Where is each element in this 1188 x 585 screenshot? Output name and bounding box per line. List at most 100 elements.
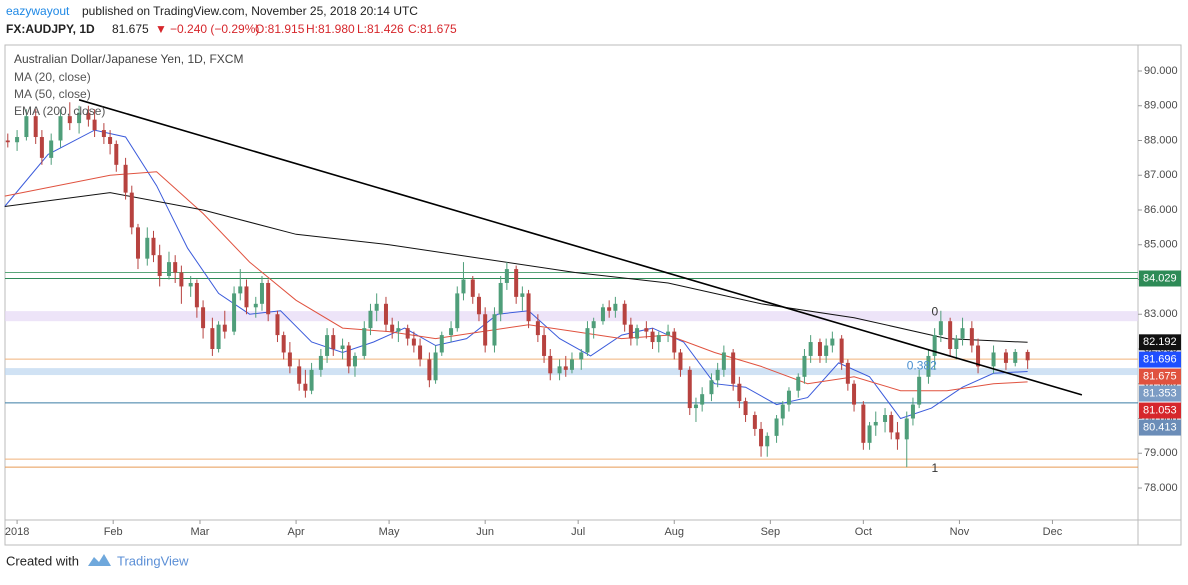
candle-body <box>77 112 82 124</box>
candle-body <box>904 418 909 440</box>
candle-body <box>108 137 113 144</box>
candle-body <box>461 279 466 294</box>
footer-brand[interactable]: TradingView <box>117 553 189 568</box>
candle-body <box>830 338 835 346</box>
y-tick-label: 85.000 <box>1144 239 1178 251</box>
candle-body <box>145 237 150 259</box>
candle-body <box>188 282 193 287</box>
candle-body <box>585 328 590 353</box>
symbol: FX:AUDJPY, 1D <box>6 22 95 36</box>
price-label: 81.675 <box>1139 368 1181 385</box>
candle-body <box>123 164 128 193</box>
candle-body <box>396 328 401 332</box>
x-tick-label: Feb <box>104 526 123 538</box>
candle-body <box>808 342 813 356</box>
candle-body <box>259 282 264 304</box>
candle-body <box>948 321 953 349</box>
last-price: 81.675 <box>112 22 149 36</box>
candle-body <box>678 352 683 370</box>
candle-body <box>622 303 627 325</box>
x-tick-label: Aug <box>664 526 684 538</box>
candle-body <box>817 342 822 356</box>
candle-body <box>889 415 894 433</box>
open: O:81.915 <box>255 22 305 36</box>
candle-body <box>222 324 227 332</box>
price-label-text: 81.675 <box>1143 370 1177 382</box>
candle-body <box>520 293 525 297</box>
candle-body <box>786 390 791 405</box>
candle-body <box>845 362 850 384</box>
candle-body <box>932 335 937 356</box>
candle-body <box>780 404 785 419</box>
candle-body <box>1025 351 1030 361</box>
candle-body <box>374 303 379 311</box>
candle-body <box>483 314 488 346</box>
price-label: 81.053 <box>1139 402 1181 419</box>
candle-body <box>33 116 38 138</box>
change: −0.240 (−0.29%) <box>170 22 259 36</box>
candle-body <box>628 324 633 339</box>
candle-body <box>991 352 996 367</box>
plot: 78.00079.00080.00081.00082.00083.00084.0… <box>4 52 1181 538</box>
x-tick-label: 2018 <box>5 526 29 538</box>
price-label: 80.413 <box>1139 419 1181 436</box>
candle-body <box>449 328 454 336</box>
candle-body <box>926 355 931 377</box>
candle-body <box>368 310 373 329</box>
candle-body <box>114 143 119 165</box>
candle-body <box>157 255 162 277</box>
x-tick-label: Dec <box>1043 526 1063 538</box>
frame <box>4 44 1182 546</box>
y-tick-label: 89.000 <box>1144 100 1178 112</box>
candle-body <box>275 314 280 336</box>
candle-body <box>470 279 475 297</box>
candle-body <box>867 425 872 443</box>
high: H:81.980 <box>306 22 355 36</box>
logo <box>88 554 111 566</box>
candle-body <box>504 269 509 283</box>
candle-body <box>731 352 736 384</box>
candle-body <box>650 331 655 343</box>
candle-body <box>721 352 726 370</box>
price-label-text: 81.353 <box>1143 387 1177 399</box>
candle-body <box>802 355 807 377</box>
legend-entry: MA (20, close) <box>14 70 91 84</box>
x-tick-label: Mar <box>191 526 210 538</box>
candle-body <box>439 335 444 353</box>
candle-body <box>58 116 63 141</box>
price-label: 81.353 <box>1139 385 1181 402</box>
ma-line <box>4 192 1028 343</box>
candle-body <box>938 321 943 336</box>
footer-text: Created with <box>6 553 79 568</box>
candle-body <box>824 345 829 356</box>
x-tick-label: May <box>379 526 400 538</box>
x-tick-label: Jun <box>476 526 494 538</box>
price-label-box <box>1139 385 1181 402</box>
price-label-box <box>1139 402 1181 419</box>
price-label-box <box>1139 334 1181 351</box>
candle-body <box>210 328 215 349</box>
candle-body <box>873 421 878 426</box>
x-tick-label: Jul <box>571 526 585 538</box>
candle-body <box>476 296 481 315</box>
zone-band <box>5 311 1138 322</box>
candle-body <box>579 352 584 360</box>
candle-body <box>600 307 605 322</box>
candle-body <box>548 355 553 374</box>
candle-body <box>340 345 345 349</box>
candle-body <box>101 130 106 138</box>
author[interactable]: eazywayout <box>6 4 70 18</box>
legend-entry: MA (50, close) <box>14 87 91 101</box>
published: published on TradingView.com, November 2… <box>82 4 418 18</box>
x-tick-label: Apr <box>288 526 305 538</box>
candle-body <box>433 352 438 381</box>
candle-body <box>411 338 416 346</box>
candle-body <box>331 335 336 349</box>
candle-body <box>693 404 698 409</box>
candle-body <box>774 418 779 436</box>
candle-body <box>535 321 540 336</box>
candle-body <box>976 345 981 367</box>
price-label-box <box>1139 419 1181 436</box>
candle-body <box>194 282 199 308</box>
candle-body <box>737 383 742 402</box>
